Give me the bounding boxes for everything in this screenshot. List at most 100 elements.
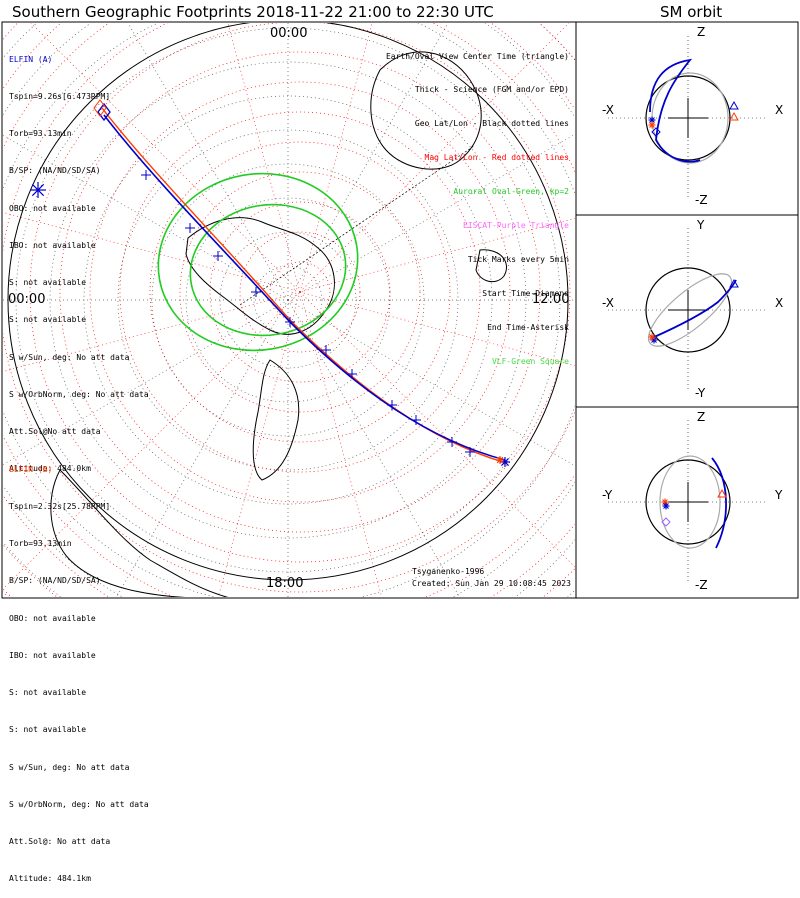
new-zealand-coastline [475, 249, 507, 283]
geo-lat-circle [185, 197, 391, 403]
mag-lat-circle [269, 261, 331, 323]
mag-lon-line [299, 291, 383, 597]
orbit-path-gray [659, 455, 721, 549]
mag-lon-line [299, 291, 575, 366]
legend-item: Tick Marks every 5min [467, 254, 569, 264]
asterisk-stroke [662, 499, 668, 505]
elfin-a-line: Tspin=9.26s[6.473RPM] [9, 92, 111, 102]
footprint-map-canvas [1, 21, 799, 599]
mag-lat-circle [239, 231, 361, 353]
elfin-a-line: Torb=93.13min [9, 129, 72, 139]
time-label-left: 00:00 [8, 292, 46, 307]
panel2-label-top: Y [697, 218, 705, 232]
elfin-a-line: S: not available [9, 315, 87, 325]
orbit-path-gray [647, 273, 733, 347]
elfin-b-info: ELFIN (B) Tspin=2.32s[25.78RPM] Torb=93.… [9, 439, 149, 898]
orbit-panels [608, 36, 768, 584]
elfin-a-line: S: not available [9, 278, 87, 288]
orbit-start-diamond [651, 127, 661, 137]
orbit-end-asterisk-a [648, 116, 656, 124]
mag-lon-line [299, 23, 570, 293]
australia-coastline [370, 51, 482, 170]
asterisk-stroke [501, 458, 509, 466]
time-label-bottom: 18:00 [266, 576, 304, 591]
map-boundary [7, 23, 569, 581]
asterisk-stroke [31, 183, 45, 197]
elfin-b-line: Altitude: 484.1km [9, 874, 91, 884]
legend-item: Auroral Oval-Green, kp=2 [453, 187, 569, 197]
mag-lat-circle [89, 81, 511, 503]
panel2-label-bottom: -Y [695, 386, 706, 400]
mag-lon-line [299, 218, 575, 293]
orbit-path-a [711, 457, 727, 549]
view-center-line [239, 145, 475, 306]
africa-coastline [50, 469, 229, 597]
legend-item: Mag Lat/Lon - Red dotted lines [424, 153, 570, 163]
mag-lat-circle [119, 111, 481, 473]
map-clipped-group [3, 23, 575, 597]
elfin-b-name: ELFIN (B) [9, 464, 53, 474]
panel3-label-top: Z [697, 410, 706, 424]
mag-lon-line [3, 291, 301, 590]
asterisk-stroke [649, 334, 655, 340]
panel3-label-left: -Y [602, 488, 613, 502]
elfin-a-name: ELFIN (A) [9, 54, 53, 64]
elfin-b-line: Att.Sol@: No att data [9, 837, 111, 846]
elfin-a-line: OBO: not available [9, 203, 96, 213]
orbit-view-triangle [729, 278, 739, 288]
page-title: Southern Geographic Footprints 2018-11-2… [12, 3, 494, 21]
mag-lat-circle [209, 201, 391, 383]
elfin-a-info: ELFIN (A) Tspin=9.26s[6.473RPM] Torb=93.… [9, 29, 149, 488]
legend-item: VLF-Green Square [491, 356, 569, 366]
elfin-b-line: OBO: not available [9, 613, 96, 623]
orbit-end-asterisk-b [648, 333, 656, 341]
orbit-view-triangle [717, 488, 727, 498]
mag-lat-circle [149, 141, 451, 443]
mag-lon-line [227, 23, 301, 293]
elfin-b-end-asterisk [496, 456, 504, 464]
south-america-coastline [252, 359, 300, 481]
elfin-a-start-diamond [97, 102, 111, 122]
auroral-oval-outer [157, 172, 359, 352]
orbit-view-triangle [729, 100, 739, 110]
orbit-end-asterisk-b [648, 121, 656, 129]
panel1-label-top: Z [697, 25, 706, 39]
elfin-b-line: S: not available [9, 725, 87, 735]
elfin-a-line: IBO: not available [9, 240, 96, 250]
asterisk-stroke [649, 122, 655, 128]
orbit-title: SM orbit [660, 3, 723, 21]
asterisk-stroke [496, 456, 504, 464]
elfin-a-line: B/SP: (NA/ND/SD/SA) [9, 166, 101, 176]
legend-item: Earth/Oval View Center Time (triangle) [385, 51, 569, 61]
panel2-label-right: X [775, 296, 784, 310]
panel1-label-bottom: -Z [695, 193, 708, 207]
orbit-start-diamond [661, 517, 671, 527]
asterisk-stroke [651, 337, 657, 343]
elfin-b-line: S w/OrbNorm, deg: No att data [9, 799, 149, 809]
elfin-a-line: S w/OrbNorm, deg: No att data [9, 389, 149, 399]
legend-item: Start Time-Diamond [482, 288, 569, 298]
time-label-right: 12:00 [532, 292, 570, 307]
mag-lon-line [3, 212, 301, 293]
elfin-b-line: Tspin=2.32s[25.78RPM] [9, 502, 111, 512]
elfin-b-line: B/SP: (NA/ND/SD/SA) [9, 576, 101, 586]
mag-lat-circle [59, 51, 541, 533]
elfin-b-start-diamond [93, 99, 107, 117]
geo-lat-circle [117, 129, 459, 471]
orbit-path-a [649, 58, 701, 163]
polar-map [1, 21, 799, 599]
elfin-b-line: Torb=93.13min [9, 539, 72, 549]
panel3-label-right: Y [775, 488, 783, 502]
mag-lon-line [299, 291, 575, 568]
elfin-b-line: S: not available [9, 688, 87, 698]
mag-lon-line [30, 23, 301, 293]
created-timestamp: Created: Sun Jan 29 10:08:45 2023 [412, 579, 571, 588]
legend-item: EISCAT-Purple Triangle [463, 221, 569, 231]
panel2-label-left: -X [602, 296, 614, 310]
mag-lat-circle [29, 23, 571, 563]
elfin-b-line: IBO: not available [9, 650, 96, 660]
elfin-a-line: Att.Sol@No att data [9, 427, 101, 436]
mag-lon-line [217, 291, 301, 597]
model-credit: Tsyganenko-1996 [412, 567, 485, 576]
panel1-label-right: X [775, 103, 784, 117]
